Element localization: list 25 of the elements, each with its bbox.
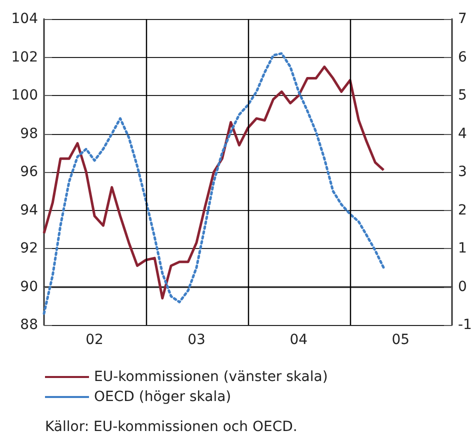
legend-label: OECD (höger skala) [94, 389, 232, 405]
x-tick-label: 04 [290, 332, 308, 348]
y2-tick-label: 1 [458, 240, 467, 256]
y-tick-label: 96 [20, 164, 38, 180]
y-tick-label: 88 [20, 317, 38, 333]
y2-tick-label: 6 [458, 49, 467, 66]
y2-tick-label: 7 [458, 11, 467, 27]
y-tick-label: 94 [20, 202, 38, 218]
x-tick-label: 03 [188, 332, 206, 348]
x-tick-label: 05 [392, 332, 410, 348]
y2-tick-label: 0 [458, 278, 467, 295]
y2-tick-label: 2 [458, 202, 467, 218]
text: Källor: EU-kommissionen och OECD. [45, 419, 298, 435]
y2-tick-label: 4 [458, 126, 467, 142]
y2-tick-label: -1 [458, 317, 472, 333]
y-tick-label: 100 [11, 88, 38, 104]
legend-label: EU-kommissionen (vänster skala) [94, 369, 328, 385]
y2-tick-label: 3 [458, 164, 467, 180]
y-tick-label: 90 [20, 278, 38, 295]
y-tick-label: 102 [11, 49, 38, 66]
y-tick-label: 98 [20, 126, 38, 142]
y2-tick-label: 5 [458, 88, 467, 104]
y-tick-label: 92 [20, 240, 38, 256]
x-tick-label: 02 [86, 332, 104, 348]
y-tick-label: 104 [11, 11, 38, 27]
